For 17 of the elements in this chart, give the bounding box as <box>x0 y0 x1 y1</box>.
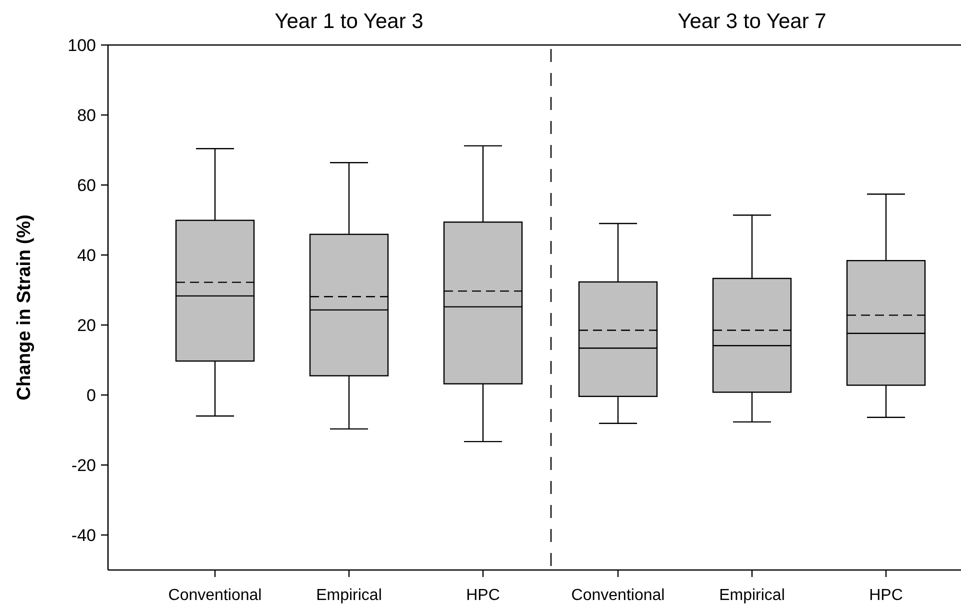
x-tick-label: HPC <box>466 587 500 604</box>
x-tick-label: Conventional <box>571 587 665 604</box>
y-tick-label: 40 <box>77 246 96 265</box>
x-tick-label: HPC <box>869 587 903 604</box>
y-tick-label: 100 <box>68 36 96 55</box>
chart-title: Year 3 to Year 7 <box>678 10 826 33</box>
y-tick-label: 60 <box>77 176 96 195</box>
x-tick-label: Empirical <box>316 587 382 604</box>
y-tick-label: 80 <box>77 106 96 125</box>
x-tick-label: Empirical <box>719 587 785 604</box>
y-tick-label: 20 <box>77 316 96 335</box>
y-tick-label: -20 <box>71 456 96 475</box>
chart-title: Year 1 to Year 3 <box>274 10 424 33</box>
x-tick-label: Conventional <box>168 587 262 604</box>
y-tick-label: 0 <box>86 386 96 405</box>
y-tick-label: -40 <box>71 526 96 545</box>
y-axis-title: Change in Strain (%) <box>14 214 35 400</box>
